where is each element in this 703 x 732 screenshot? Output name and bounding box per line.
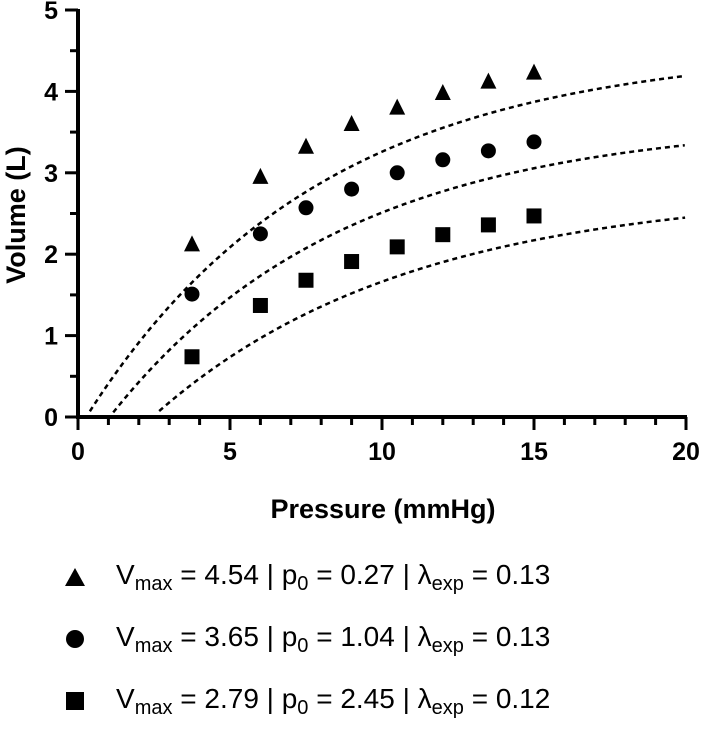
triangle-point bbox=[298, 137, 314, 154]
chart: 0 5 10 15 20 0 1 2 3 4 5 Pressure (mmHg) Volume (L… bbox=[1, 0, 700, 524]
fit-curve bbox=[112, 144, 685, 414]
circle-point bbox=[298, 200, 314, 216]
y-tick-label: 2 bbox=[44, 241, 58, 269]
data-points bbox=[184, 63, 542, 365]
y-tick-label: 4 bbox=[44, 78, 58, 106]
fit-curve bbox=[158, 216, 686, 413]
x-tick-label: 5 bbox=[223, 438, 237, 466]
x-tick-label: 15 bbox=[520, 438, 548, 466]
fit-curve bbox=[88, 74, 686, 412]
triangle-point bbox=[480, 72, 497, 89]
triangle-point bbox=[343, 114, 360, 131]
circle-point bbox=[252, 226, 268, 242]
fit-curves bbox=[88, 74, 686, 414]
legend-item: Vmax = 2.79 | p0 = 2.45 | λexp = 0.12 bbox=[62, 670, 682, 732]
triangle-point bbox=[526, 63, 542, 80]
triangle-point bbox=[184, 235, 200, 252]
legend-item: Vmax = 4.54 | p0 = 0.27 | λexp = 0.13 bbox=[62, 546, 682, 608]
y-tick-label: 3 bbox=[44, 160, 58, 188]
y-axis-title: Volume (L) bbox=[1, 146, 31, 284]
legend-label: Vmax = 3.65 | p0 = 1.04 | λexp = 0.13 bbox=[116, 620, 551, 657]
legend-item: Vmax = 3.65 | p0 = 1.04 | λexp = 0.13 bbox=[62, 608, 682, 670]
x-tick-label: 10 bbox=[368, 438, 396, 466]
square-point bbox=[526, 208, 542, 224]
y-tick-label: 5 bbox=[44, 0, 58, 25]
square-point bbox=[435, 227, 451, 243]
triangle-point bbox=[389, 98, 406, 115]
legend-label: Vmax = 4.54 | p0 = 0.27 | λexp = 0.13 bbox=[116, 558, 551, 595]
circle-icon bbox=[62, 626, 88, 652]
square-icon bbox=[62, 688, 88, 714]
x-axis-title: Pressure (mmHg) bbox=[270, 494, 495, 524]
circle-point bbox=[480, 143, 496, 159]
triangle-point bbox=[252, 167, 269, 184]
y-tick-label: 0 bbox=[44, 404, 58, 432]
axes bbox=[65, 8, 688, 430]
x-tick-label: 0 bbox=[71, 438, 85, 466]
circle-point bbox=[389, 165, 405, 181]
square-point bbox=[184, 349, 200, 365]
circle-point bbox=[435, 152, 451, 168]
triangle-point bbox=[434, 84, 451, 101]
legend: Vmax = 4.54 | p0 = 0.27 | λexp = 0.13 Vm… bbox=[62, 546, 682, 732]
y-tick-label: 1 bbox=[44, 323, 58, 351]
tick-labels: 0 5 10 15 20 0 1 2 3 4 5 bbox=[44, 0, 700, 466]
square-point bbox=[480, 217, 496, 233]
circle-point bbox=[184, 286, 200, 302]
x-tick-label: 20 bbox=[672, 438, 700, 466]
triangle-icon bbox=[62, 564, 88, 590]
square-point bbox=[252, 297, 268, 313]
square-point bbox=[389, 239, 405, 255]
circle-point bbox=[344, 181, 360, 197]
legend-label: Vmax = 2.79 | p0 = 2.45 | λexp = 0.12 bbox=[116, 682, 551, 719]
circle-point bbox=[526, 134, 542, 150]
square-point bbox=[298, 272, 314, 288]
square-point bbox=[344, 254, 360, 270]
